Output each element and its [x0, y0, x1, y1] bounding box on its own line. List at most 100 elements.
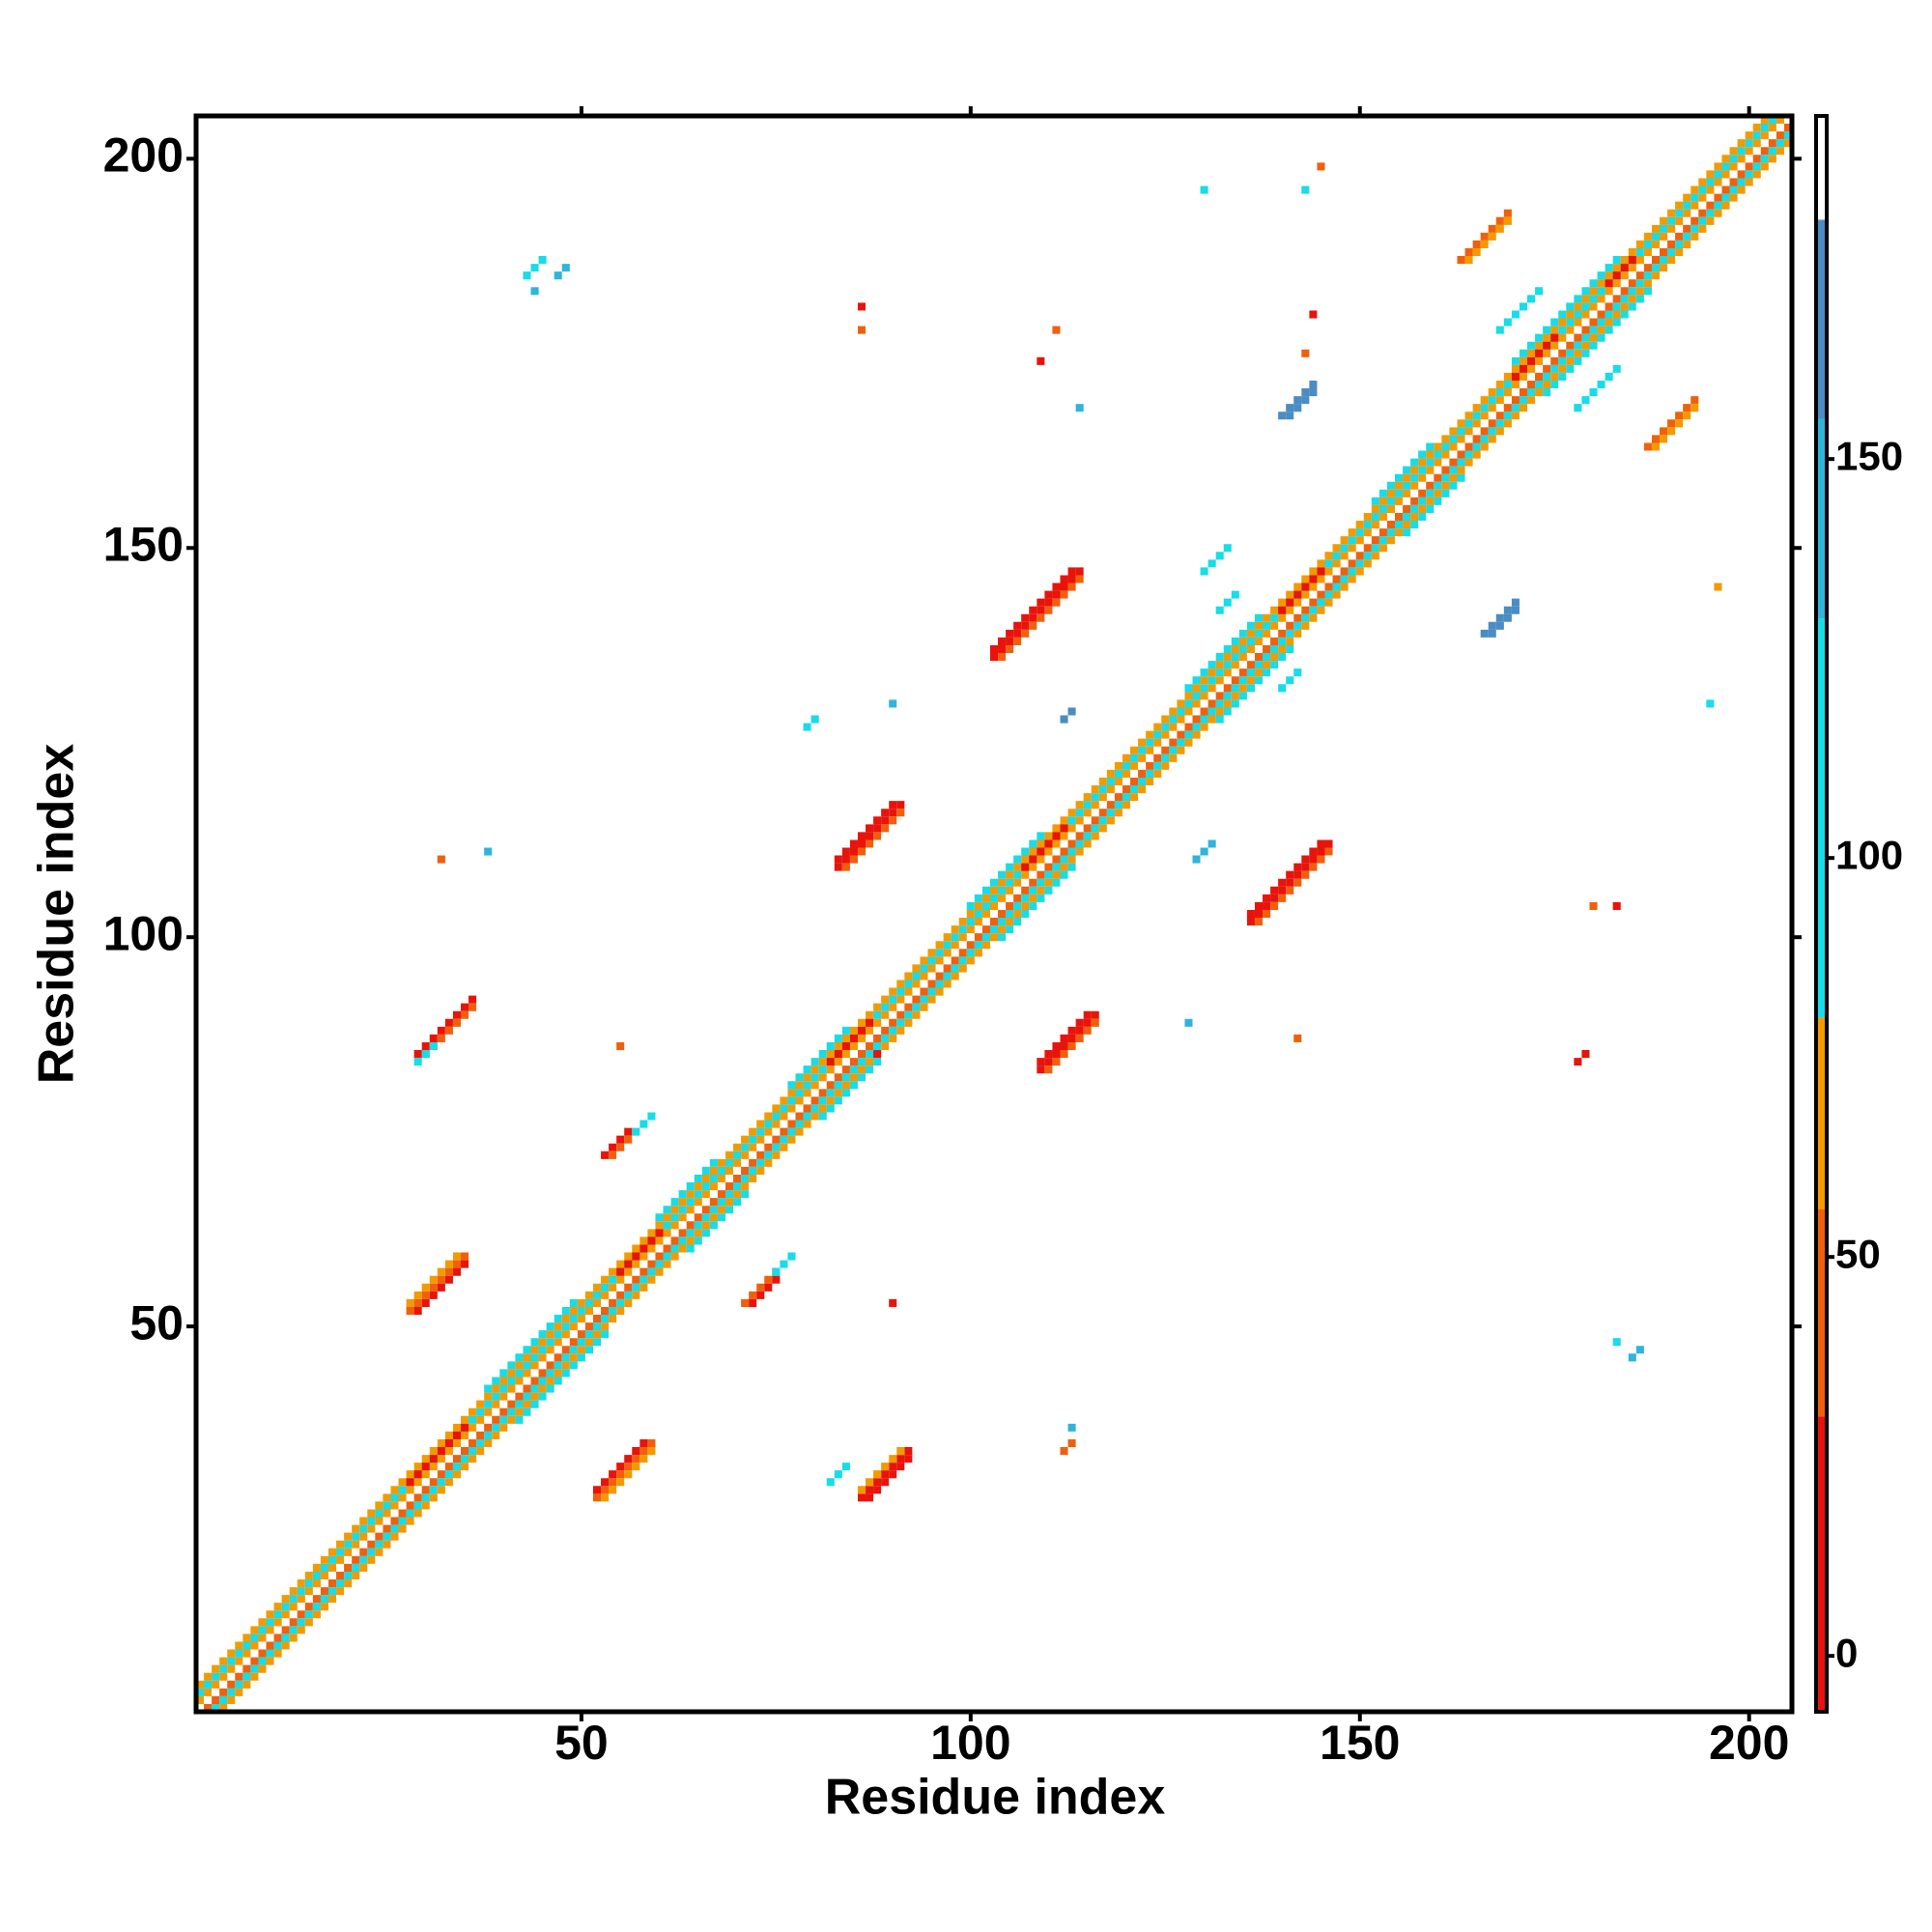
cell-run	[1612, 1338, 1621, 1347]
cell-run	[1037, 356, 1045, 365]
cell-run	[1075, 404, 1084, 412]
cell-run	[1060, 707, 1076, 724]
cell-run	[826, 1463, 850, 1487]
cell-run	[1317, 162, 1325, 171]
cell-run	[1371, 442, 1435, 505]
cell-run	[484, 847, 493, 856]
cell-run	[406, 1252, 461, 1307]
x-tick-label: 200	[1709, 1716, 1789, 1770]
cell-run	[1574, 364, 1621, 412]
colorbar-frame	[1814, 114, 1829, 1714]
cell-run	[1543, 287, 1652, 397]
cell-run	[413, 1041, 438, 1066]
y-axis-title: Residue index	[29, 744, 85, 1085]
y-tick-label: 100	[103, 906, 184, 960]
cell-run	[998, 575, 1084, 662]
cell-run	[616, 1041, 625, 1051]
cell-run	[1286, 388, 1318, 420]
cell-run	[1215, 644, 1294, 724]
colorbar-segment	[1816, 1208, 1827, 1417]
plot-frame	[193, 113, 1795, 1715]
cell-run	[1215, 590, 1239, 614]
cell-run	[686, 1190, 750, 1253]
cell-run	[1184, 1018, 1193, 1027]
cell-run	[749, 1275, 781, 1307]
cell-run	[1301, 185, 1310, 194]
cell-run	[212, 131, 1793, 1713]
cell-run	[989, 567, 1076, 654]
cell-run	[1628, 1346, 1644, 1362]
cell-run	[998, 863, 1076, 942]
cell-run	[655, 1158, 718, 1222]
cell-run	[1612, 901, 1621, 910]
cell-run	[1480, 598, 1520, 638]
cell-run	[609, 1135, 633, 1159]
cell-run	[857, 1447, 905, 1494]
cell-run	[834, 801, 897, 864]
cell-run	[515, 1330, 610, 1424]
cell-run	[1589, 901, 1598, 910]
cell-run	[1184, 613, 1264, 693]
cell-run	[1037, 1010, 1092, 1066]
cell-run	[592, 1438, 648, 1494]
x-tick-label: 100	[930, 1716, 1010, 1770]
cell-run	[484, 1298, 578, 1393]
cell-run	[741, 1267, 781, 1307]
x-tick-label: 150	[1320, 1716, 1400, 1770]
cell-run	[1192, 839, 1216, 864]
cell-run	[523, 256, 547, 280]
cell-run	[1706, 699, 1715, 708]
cell-run	[1301, 349, 1310, 357]
cell-run	[873, 1050, 882, 1059]
cell-run	[616, 1229, 664, 1276]
cell-run	[1495, 287, 1544, 334]
cell-run	[1457, 209, 1512, 265]
cell-run	[1488, 606, 1520, 638]
cell-run	[1278, 567, 1325, 614]
cell-run	[601, 1447, 656, 1502]
x-tick-label: 50	[554, 1716, 609, 1770]
colorbar-tick-label: 0	[1835, 1630, 1858, 1675]
cell-run	[1067, 1423, 1076, 1432]
colorbar-segment	[1816, 618, 1827, 1018]
y-tick-label: 50	[129, 1295, 184, 1350]
cell-run	[1200, 544, 1232, 576]
cell-run	[1511, 256, 1621, 365]
cell-run	[857, 302, 867, 311]
cell-run	[1309, 310, 1318, 319]
cell-run	[857, 1447, 913, 1502]
cell-run	[772, 1252, 796, 1276]
cell-run	[413, 1260, 469, 1316]
cell-run	[841, 809, 905, 871]
cell-run	[1651, 404, 1699, 451]
cell-run	[1060, 1438, 1076, 1456]
cell-run	[406, 1423, 469, 1487]
cell-run	[1511, 333, 1559, 381]
colorbar-tick-label: 150	[1835, 433, 1903, 478]
colorbar-segment	[1816, 219, 1827, 419]
cell-run	[889, 699, 897, 708]
cell-run	[1052, 326, 1061, 334]
x-axis-title: Residue index	[825, 1770, 1166, 1826]
cell-run	[1574, 1050, 1590, 1066]
cell-run	[1200, 185, 1208, 194]
colorbar-segment	[1816, 116, 1827, 220]
cell-run	[1643, 396, 1699, 451]
cell-run	[219, 139, 1792, 1712]
cell-run	[1278, 668, 1302, 693]
cell-run	[196, 116, 1776, 1696]
cell-run	[787, 1026, 850, 1090]
cell-run	[632, 1112, 656, 1136]
cell-run	[1293, 1034, 1302, 1042]
colorbar-tick-label: 50	[1835, 1231, 1881, 1276]
cell-run	[437, 855, 445, 864]
cell-run	[1044, 1018, 1099, 1074]
cell-run	[1403, 473, 1465, 537]
cell-run	[1254, 847, 1333, 926]
cell-run	[1278, 380, 1318, 420]
cell-run	[803, 715, 819, 731]
cell-run	[857, 326, 867, 334]
cell-run	[1714, 582, 1722, 591]
cell-run	[1246, 839, 1333, 926]
